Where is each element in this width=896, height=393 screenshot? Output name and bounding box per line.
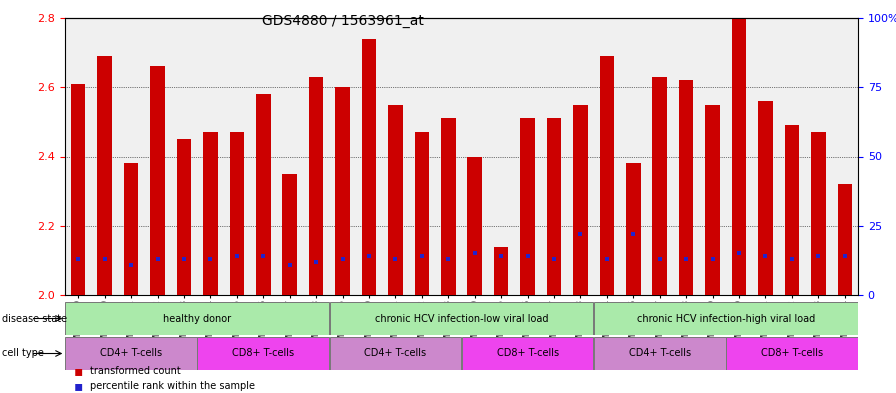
Bar (726, 337, 857, 370)
Bar (65, 302, 329, 335)
Bar (468, 156, 482, 295)
Text: chronic HCV infection-high viral load: chronic HCV infection-high viral load (637, 314, 815, 323)
Text: GDS4880 / 1563961_at: GDS4880 / 1563961_at (262, 14, 424, 28)
Bar (547, 118, 561, 295)
Bar (594, 302, 857, 335)
Bar (705, 105, 719, 295)
Bar (521, 118, 535, 295)
Bar (388, 105, 402, 295)
Bar (811, 132, 825, 295)
Bar (461, 337, 593, 370)
Bar (282, 174, 297, 295)
Bar (71, 84, 85, 295)
Bar (124, 163, 138, 295)
Bar (309, 77, 323, 295)
Text: chronic HCV infection-low viral load: chronic HCV infection-low viral load (375, 314, 548, 323)
Text: ▪: ▪ (74, 379, 83, 393)
Bar (98, 56, 112, 295)
Text: percentile rank within the sample: percentile rank within the sample (90, 381, 255, 391)
Bar (151, 66, 165, 295)
Text: disease state: disease state (2, 314, 67, 323)
Bar (203, 132, 218, 295)
Text: CD8+ T-cells: CD8+ T-cells (761, 349, 823, 358)
Bar (362, 39, 376, 295)
Text: CD4+ T-cells: CD4+ T-cells (365, 349, 426, 358)
Text: transformed count: transformed count (90, 366, 181, 376)
Text: ▪: ▪ (74, 364, 83, 378)
Bar (256, 94, 271, 295)
Bar (441, 118, 455, 295)
Bar (177, 139, 191, 295)
Bar (626, 163, 641, 295)
Bar (197, 337, 329, 370)
Bar (330, 302, 593, 335)
Text: healthy donor: healthy donor (163, 314, 231, 323)
Bar (494, 246, 508, 295)
Bar (229, 132, 244, 295)
Bar (838, 184, 852, 295)
Bar (65, 337, 197, 370)
Bar (599, 56, 614, 295)
Bar (785, 125, 799, 295)
Bar (330, 337, 461, 370)
Text: CD4+ T-cells: CD4+ T-cells (629, 349, 691, 358)
Bar (335, 87, 349, 295)
Text: CD8+ T-cells: CD8+ T-cells (232, 349, 294, 358)
Bar (594, 337, 726, 370)
Bar (573, 105, 588, 295)
Text: CD4+ T-cells: CD4+ T-cells (100, 349, 162, 358)
Text: cell type: cell type (2, 349, 44, 358)
Bar (679, 80, 694, 295)
Bar (652, 77, 667, 295)
Text: CD8+ T-cells: CD8+ T-cells (496, 349, 558, 358)
Bar (732, 18, 746, 295)
Bar (415, 132, 429, 295)
Bar (758, 101, 772, 295)
